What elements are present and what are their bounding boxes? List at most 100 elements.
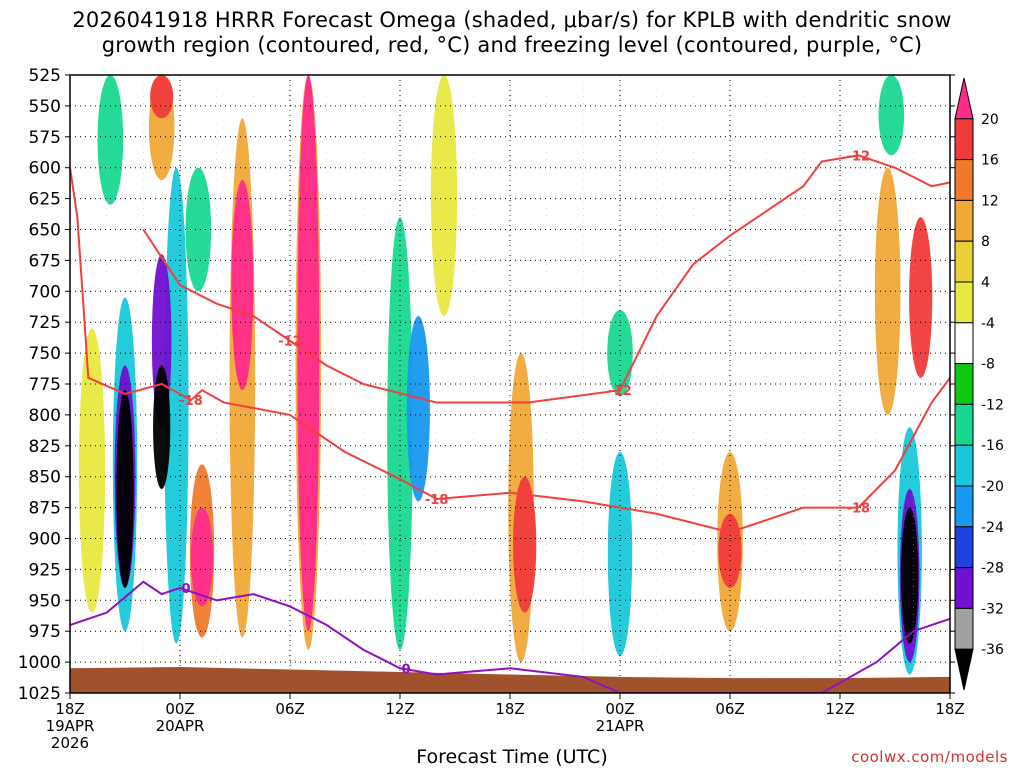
colorbar-swatch [954,403,974,446]
x-tick-label: 18Z [495,700,524,718]
omega-cell [607,451,633,656]
x-axis-label: Forecast Time (UTC) [416,746,608,768]
y-tick-label: 575 [29,128,61,148]
colorbar-label: 4 [981,275,990,291]
y-tick-label: 950 [29,591,61,611]
x-tick-label: 2026 [51,734,89,752]
terrain-fill [70,667,950,693]
colorbar-label: -24 [981,520,1004,536]
x-tick-label: 19APR [46,717,95,735]
y-tick-label: 625 [29,190,61,210]
title-line-2: growth region (contoured, red, °C) and f… [101,33,923,57]
omega-cell [231,180,254,391]
omega-cell [901,507,919,644]
colorbar-swatch [954,607,974,650]
y-axis: 525 550 575 600 625 650 675 700 725 750 775 800 825 8… [18,66,955,704]
colorbar-swatch [954,281,974,324]
grid [70,75,950,693]
y-tick-label: 650 [29,221,61,241]
colorbar-swatch [954,648,974,691]
y-tick-label: 825 [29,437,61,457]
colorbar-label: -8 [981,357,995,373]
x-tick-label: 06Z [715,700,744,718]
x-tick-label: 20APR [156,717,205,735]
omega-cell [878,75,905,156]
y-tick-label: 850 [29,468,61,488]
omega-cell [150,75,174,119]
omega-cell [430,75,458,316]
omega-cell [185,167,212,292]
x-tick-label: 18Z [55,700,84,718]
colorbar-swatch [954,567,974,609]
colorbar-label: -32 [981,601,1004,617]
colorbar-swatch [954,199,974,242]
colorbar-swatch [954,77,974,120]
x-tick-label: 21APR [596,717,645,735]
colorbar-label: 12 [981,193,999,209]
x-tick-label: 12Z [385,700,414,718]
colorbar-label: -12 [981,397,1004,413]
dgz-contour-label: -18 [847,502,871,517]
colorbar-swatch [954,118,974,161]
omega-cell [97,75,124,205]
omega-cell [116,390,134,588]
y-tick-label: 800 [29,406,61,426]
x-tick-label: 18Z [935,700,964,718]
omega-cell [874,167,901,415]
colorbar-label: -20 [981,479,1004,495]
contours: -18 -18 -18 -12 -12 -12 0 0 [70,149,950,693]
colorbar-swatch [954,322,974,365]
y-tick-label: 975 [29,622,61,642]
y-tick-label: 775 [29,375,61,395]
freezing-level-label: 0 [401,662,410,677]
terrain [70,667,950,693]
colorbar-label: 20 [981,112,999,128]
omega-cell [513,476,537,613]
colorbar-swatch [954,526,974,569]
dgz-contour-label: -18 [179,394,203,409]
omega-cell [909,217,933,378]
dgz-contour [142,154,950,404]
dgz-contour-label: -12 [608,384,632,399]
omega-cell [78,328,106,613]
colorbar-swatch [954,240,974,283]
x-tick-label: 00Z [165,700,194,718]
colorbar: 20 16 12 8 4 -4 -8 -12 -16 -20 -24 -28 -32 -36 [954,77,1004,691]
credit-text: coolwx.com/models [851,748,1008,766]
y-tick-label: 550 [29,97,61,117]
colorbar-swatch [954,485,974,528]
x-tick-label: 12Z [825,700,854,718]
y-tick-label: 1025 [18,684,61,704]
colorbar-swatch [954,159,974,201]
dgz-contour [70,167,950,534]
y-tick-label: 875 [29,499,61,519]
omega-cell [387,217,413,650]
colorbar-swatch [954,444,974,487]
y-tick-label: 675 [29,251,61,271]
y-tick-label: 925 [29,560,61,580]
y-tick-label: 900 [29,530,61,550]
title-line-1: 2026041918 HRRR Forecast Omega (shaded, … [72,8,952,32]
x-tick-label: 00Z [605,700,634,718]
colorbar-label: 8 [981,234,990,250]
colorbar-label: -4 [981,316,995,332]
y-tick-label: 700 [29,282,61,302]
dgz-contour-label: -18 [425,493,449,508]
freezing-level-contour [70,580,950,693]
omega-cell [153,365,171,490]
dgz-contour-label: -12 [278,335,302,350]
y-tick-label: 750 [29,344,61,364]
colorbar-label: -28 [981,561,1004,577]
omega-cell [191,507,213,607]
y-tick-label: 600 [29,159,61,179]
omega-cell [406,316,430,502]
dgz-contour-label: -12 [847,149,871,164]
y-tick-label: 1000 [18,653,61,673]
colorbar-label: -16 [981,438,1004,454]
colorbar-label: -36 [981,642,1004,658]
chart-title: 2026041918 HRRR Forecast Omega (shaded, … [0,8,1024,58]
y-tick-label: 725 [29,313,61,333]
colorbar-label: 16 [981,153,999,169]
